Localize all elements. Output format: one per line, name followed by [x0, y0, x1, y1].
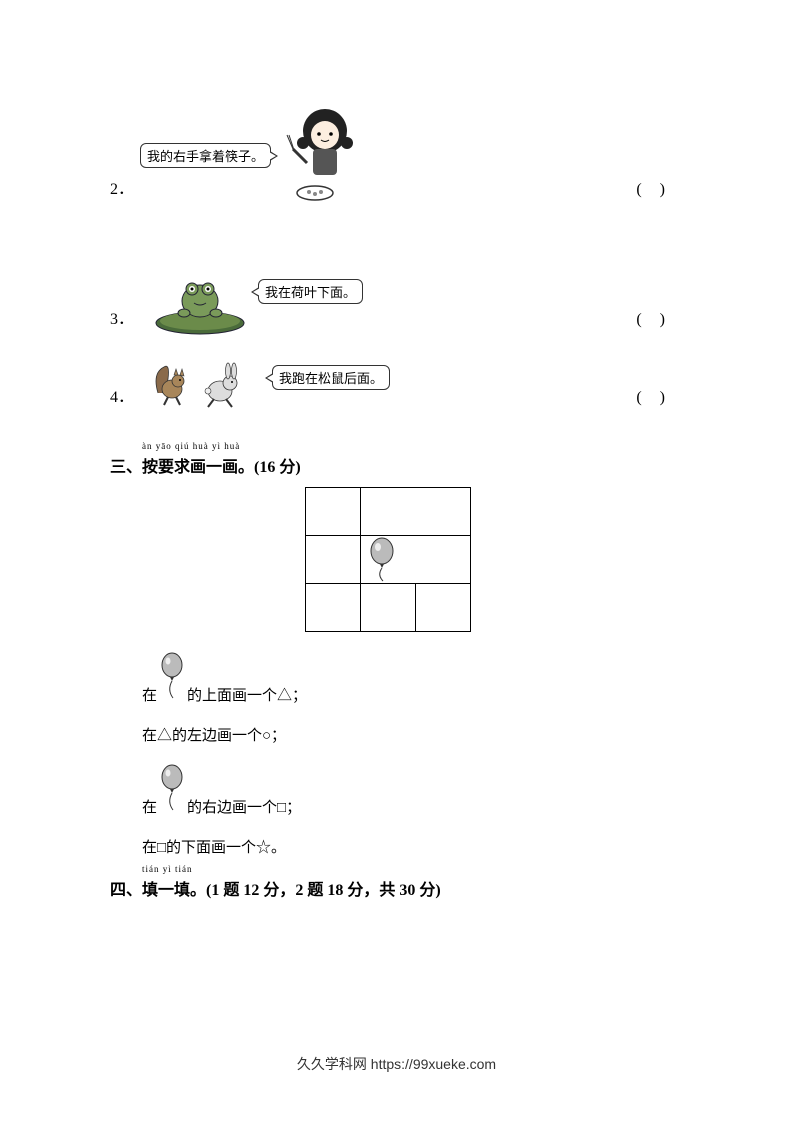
balloon-small-icon [159, 652, 185, 700]
q2-number: 2． [110, 175, 134, 205]
instr3-b: 的右边画一个□； [187, 797, 301, 820]
q4-paren[interactable]: () [636, 389, 683, 407]
q4-speech-bubble: 我跑在松鼠后面。 [272, 365, 390, 390]
girl-eating-icon [285, 105, 365, 205]
question-2: 2． 我的右手拿着筷子。 [110, 95, 683, 205]
q4-illustration: 我跑在松鼠后面。 [140, 353, 420, 413]
question-4: 4． [110, 343, 683, 413]
q3-paren[interactable]: () [636, 311, 683, 329]
q3-number: 3． [110, 305, 134, 335]
grid-cell-br[interactable] [416, 584, 471, 632]
balloon-in-grid-icon [367, 537, 401, 583]
instruction-3: 在 的右边画一个□； [142, 764, 683, 820]
page-content: 2． 我的右手拿着筷子。 [0, 0, 793, 900]
section-3-title: 三、按要求画一画。(16 分) [110, 459, 301, 476]
instr1-a: 在 [142, 685, 157, 708]
balloon-inline-2 [159, 764, 185, 820]
section-3-header: àn yāo qiú huà yì huà 三、按要求画一画。(16 分) [110, 453, 683, 477]
drawing-grid [305, 487, 683, 632]
q2-speech-bubble: 我的右手拿着筷子。 [140, 143, 271, 168]
q2-speech-text: 我的右手拿着筷子。 [147, 149, 264, 164]
instruction-1: 在 的上面画一个△； [142, 652, 683, 708]
squirrel-rabbit-icon [150, 353, 260, 413]
q4-number: 4． [110, 383, 134, 413]
q3-speech-bubble: 我在荷叶下面。 [258, 279, 363, 304]
balloon-small-icon-2 [159, 764, 185, 812]
grid-cell-ml[interactable] [306, 536, 361, 584]
q3-illustration: 我在荷叶下面。 [140, 265, 400, 335]
q2-paren[interactable]: () [636, 181, 683, 199]
q4-speech-text: 我跑在松鼠后面。 [279, 371, 383, 386]
balloon-inline-1 [159, 652, 185, 708]
instr3-a: 在 [142, 797, 157, 820]
q3-speech-text: 我在荷叶下面。 [265, 285, 356, 300]
grid-cell-tl[interactable] [306, 488, 361, 536]
question-3: 3． 我在荷叶下面。 () [110, 255, 683, 335]
grid-cell-bl[interactable] [306, 584, 361, 632]
page-footer: 久久学科网 https://99xueke.com [0, 1054, 793, 1074]
instruction-4: 在□的下面画一个☆。 [142, 834, 683, 863]
grid-cell-mr[interactable] [361, 536, 471, 584]
section-4-title: 四、填一填。(1 题 12 分，2 题 18 分，共 30 分) [110, 882, 441, 899]
grid-cell-tr[interactable] [361, 488, 471, 536]
grid-table [305, 487, 471, 632]
section-4-header: tián yì tián 四、填一填。(1 题 12 分，2 题 18 分，共 … [110, 876, 683, 900]
instruction-2: 在△的左边画一个○； [142, 722, 683, 751]
instr1-b: 的上面画一个△； [187, 685, 307, 708]
frog-lilypad-icon [150, 265, 250, 335]
grid-cell-bm[interactable] [361, 584, 416, 632]
section-4-pinyin: tián yì tián [142, 864, 193, 874]
q2-illustration: 我的右手拿着筷子。 [140, 105, 360, 205]
section-3-pinyin: àn yāo qiú huà yì huà [142, 441, 240, 451]
